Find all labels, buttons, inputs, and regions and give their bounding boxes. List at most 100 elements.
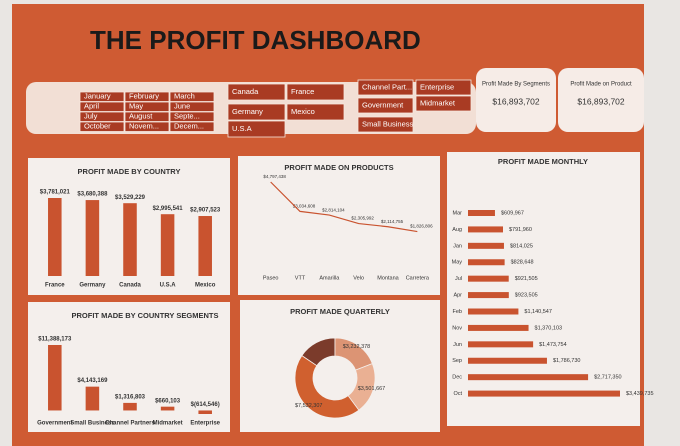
slicer-button[interactable]	[227, 120, 286, 138]
y-tick-label: Jan	[453, 243, 462, 249]
bar	[468, 242, 504, 249]
panel	[238, 156, 440, 295]
data-label: $1,826,806	[410, 224, 433, 229]
x-tick-label: Germany	[79, 283, 106, 289]
data-label: $11,388,173	[38, 337, 72, 343]
slicer-button[interactable]	[415, 95, 472, 112]
y-tick-label: Nov	[452, 325, 462, 331]
slicer-button[interactable]	[169, 121, 215, 132]
card-value: $16,893,702	[577, 96, 625, 106]
slicer-button[interactable]	[415, 79, 472, 96]
slicer-button[interactable]	[169, 101, 215, 112]
bar	[468, 226, 503, 233]
slicer-button[interactable]	[169, 111, 215, 122]
data-label: $3,501,667	[358, 386, 386, 392]
data-label: $1,316,803	[115, 394, 146, 400]
data-label: $2,995,541	[153, 206, 184, 212]
bar	[48, 198, 62, 276]
card-label: Profit Made By Segments	[482, 82, 550, 88]
slicer-button[interactable]	[227, 83, 286, 101]
slicer-button[interactable]	[286, 103, 345, 121]
x-tick-label: Government	[37, 421, 72, 427]
slicer-label: Government	[362, 100, 404, 109]
x-tick-label: Small Business	[70, 421, 115, 427]
slicer-label: Midmarket	[420, 98, 456, 107]
y-tick-label: Oct	[453, 391, 462, 397]
bar	[85, 386, 100, 411]
slicer-label: January	[84, 92, 111, 101]
chart-title: PROFIT MADE BY COUNTRY	[78, 167, 181, 176]
slicer-button[interactable]	[124, 101, 170, 112]
slicer-button[interactable]	[227, 103, 286, 121]
slicer-label: July	[84, 112, 98, 121]
dashboard-title: THE PROFIT DASHBOARD	[90, 25, 421, 55]
slicer-label: March	[174, 92, 195, 101]
slicer-label: April	[84, 102, 99, 111]
y-tick-label: Mar	[453, 210, 463, 216]
bar	[48, 345, 62, 411]
slicer-label: Canada	[232, 87, 259, 96]
slicer-button[interactable]	[79, 91, 125, 102]
data-label: $609,967	[501, 210, 524, 216]
slicer-label: October	[84, 122, 111, 131]
data-label: $4,797,438	[263, 174, 286, 179]
slicer-button[interactable]	[124, 91, 170, 102]
slicer-label: U.S.A	[232, 124, 252, 133]
slicer-button[interactable]	[169, 91, 215, 102]
slicer-button[interactable]	[124, 121, 170, 132]
data-label: $660,103	[155, 398, 181, 404]
y-tick-label: Dec	[452, 375, 462, 381]
data-label: $3,034,608	[293, 204, 316, 209]
bar	[468, 308, 519, 315]
bar	[468, 357, 547, 364]
bar	[198, 216, 212, 276]
slicer-button[interactable]	[357, 79, 414, 96]
bar	[123, 402, 137, 411]
data-label: $1,370,103	[535, 325, 563, 331]
slicer-label: June	[174, 102, 190, 111]
slicer-label: Decem...	[174, 122, 204, 131]
bar	[468, 292, 509, 299]
slicer-button[interactable]	[286, 83, 345, 101]
slicer-label: Novem...	[129, 122, 159, 131]
bar	[468, 324, 529, 331]
data-label: $3,529,229	[115, 195, 146, 201]
bar	[468, 259, 505, 266]
line	[270, 181, 418, 233]
slicer-button[interactable]	[357, 97, 414, 114]
slicer-label: August	[129, 112, 153, 121]
panel	[447, 152, 640, 426]
card-box	[558, 68, 644, 132]
x-tick-label: U.S.A	[160, 283, 177, 289]
data-label: $3,680,388	[77, 192, 108, 198]
x-tick-label: VTT	[295, 275, 306, 281]
data-label: $4,143,169	[77, 378, 108, 384]
data-label: $2,907,523	[190, 208, 221, 214]
slicer-label: Septe...	[174, 112, 200, 121]
slicer-label: February	[129, 92, 159, 101]
y-tick-label: Aug	[452, 227, 462, 233]
slicer-button[interactable]	[79, 111, 125, 122]
bar	[123, 203, 137, 276]
x-tick-label: Mexico	[195, 283, 216, 289]
slicer-button[interactable]	[79, 101, 125, 112]
chart-title: PROFIT MADE BY COUNTRY SEGMENTS	[72, 311, 219, 320]
bar	[198, 410, 212, 414]
slicer-button[interactable]	[357, 116, 414, 133]
chart-title: PROFIT MADE MONTHLY	[498, 157, 588, 166]
slicer-label: Small Business	[362, 119, 414, 128]
slicer-label: May	[129, 102, 143, 111]
data-label: $791,960	[509, 227, 532, 233]
slicer-button[interactable]	[124, 111, 170, 122]
x-tick-label: Velo	[353, 275, 364, 281]
y-tick-label: Feb	[453, 309, 462, 315]
data-label: $2,305,992	[351, 216, 374, 221]
x-tick-label: Paseo	[263, 275, 279, 281]
bar	[468, 210, 495, 216]
y-tick-label: Apr	[453, 293, 462, 299]
chart-title: PROFIT MADE QUARTERLY	[290, 307, 390, 316]
data-label: $814,025	[510, 243, 533, 249]
data-label: $2,717,350	[594, 375, 622, 381]
slicer-label: France	[291, 87, 314, 96]
slicer-button[interactable]	[79, 121, 125, 132]
